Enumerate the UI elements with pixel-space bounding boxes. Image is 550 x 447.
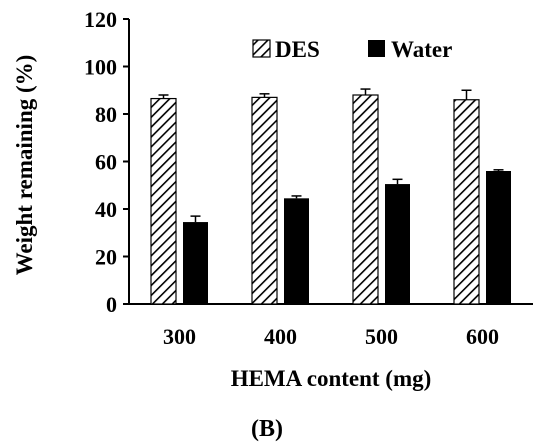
y-tick-label: 80: [95, 102, 117, 127]
bar-water-400: [284, 198, 309, 304]
x-axis-title: HEMA content (mg): [231, 366, 432, 391]
bars: [150, 88, 511, 305]
legend-swatch-des: [252, 39, 271, 58]
panel-label: (B): [251, 416, 283, 442]
x-tick-label: 500: [365, 324, 398, 349]
bar-des-400: [251, 96, 278, 305]
bar-des-500: [352, 94, 379, 305]
legend-label-water: Water: [391, 37, 452, 62]
x-tick-label: 300: [163, 324, 196, 349]
y-tick-label: 20: [95, 245, 117, 270]
y-tick-label: 100: [84, 55, 117, 80]
bar-water-600: [486, 171, 511, 304]
x-ticks: 300 400 500 600: [163, 324, 499, 349]
bar-water-300: [183, 222, 208, 304]
bar-water-500: [385, 184, 410, 304]
y-tick-label: 0: [106, 292, 117, 317]
legend: DES Water: [252, 37, 452, 62]
legend-label-des: DES: [275, 37, 320, 62]
bar-des-300: [150, 97, 177, 305]
x-tick-label: 400: [264, 324, 297, 349]
y-tick-label: 120: [84, 7, 117, 32]
legend-swatch-water: [368, 40, 385, 57]
x-tick-label: 600: [466, 324, 499, 349]
y-tick-label: 60: [95, 150, 117, 175]
y-ticks: 0 20 40 60 80 100 120: [84, 7, 129, 317]
y-axis-title: Weight remaining (%): [12, 55, 37, 276]
y-tick-label: 40: [95, 197, 117, 222]
bar-des-600: [453, 99, 480, 305]
